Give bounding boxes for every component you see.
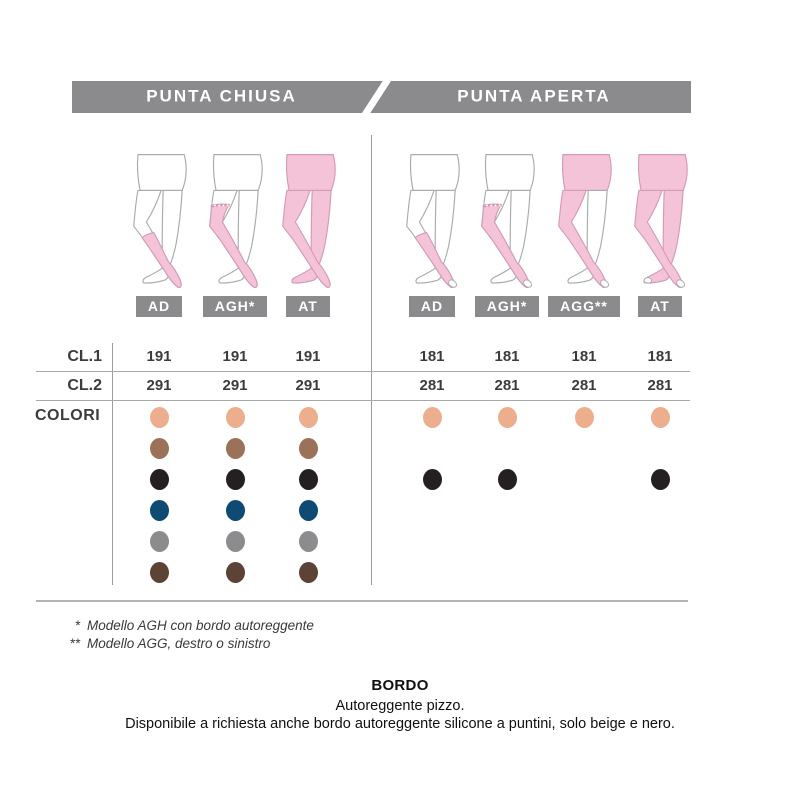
- cl2-value: 281: [419, 377, 445, 394]
- model-badge: AGH*: [195, 296, 275, 317]
- cl1-value: 191: [222, 348, 248, 365]
- model-badge-label: AT: [638, 296, 682, 317]
- color-dot-navy: [149, 499, 169, 521]
- color-dot-beige: [574, 406, 594, 428]
- color-dot-navy: [298, 499, 318, 521]
- model-badge-label: AGG**: [548, 296, 620, 317]
- color-dot-black: [497, 468, 517, 490]
- color-dot-brown: [298, 437, 318, 459]
- model-badge: AGH*: [467, 296, 547, 317]
- color-dot-black: [225, 468, 245, 490]
- footnote-agg: ** Modello AGG, destro o sinistro: [58, 635, 314, 653]
- footnote-text: Modello AGG, destro o sinistro: [87, 636, 271, 651]
- leg-illustration-agg-open: [544, 150, 624, 292]
- divider-label-column: [112, 343, 113, 585]
- cl2-value: 281: [647, 377, 673, 394]
- cl2-value: 291: [146, 377, 172, 394]
- model-badge: AD: [392, 296, 472, 317]
- color-dot-beige: [650, 406, 670, 428]
- color-dot-gray: [225, 530, 245, 552]
- leg-illustration-at-closed: [268, 150, 348, 292]
- leg-illustration-agh-open: [467, 150, 547, 292]
- color-dot-black: [650, 468, 670, 490]
- model-badge-label: AD: [135, 296, 183, 317]
- footnote-marker: *: [74, 618, 80, 633]
- leg-illustration-ad-open: [392, 150, 472, 292]
- cl2-value: 291: [295, 377, 321, 394]
- color-dot-gray: [149, 530, 169, 552]
- cl2-value: 281: [571, 377, 597, 394]
- divider-cl2-colori: [36, 400, 690, 401]
- leg-illustration-at-open: [620, 150, 700, 292]
- cl1-value: 181: [419, 348, 445, 365]
- cl2-value: 281: [494, 377, 520, 394]
- bordo-title: BORDO: [371, 677, 429, 694]
- color-dot-darkbrown: [298, 561, 318, 583]
- model-badge-label: AGH*: [474, 296, 540, 317]
- color-dot-beige: [298, 406, 318, 428]
- color-dot-beige: [149, 406, 169, 428]
- model-badge-label: AT: [286, 296, 330, 317]
- color-dot-beige: [497, 406, 517, 428]
- divider-groups: [371, 135, 372, 585]
- color-dot-darkbrown: [149, 561, 169, 583]
- table-bottom-rule: [36, 600, 688, 602]
- color-dot-beige: [225, 406, 245, 428]
- leg-illustration-ad-closed: [119, 150, 199, 292]
- footnote-marker: **: [69, 636, 80, 651]
- footnote-agh: * Modello AGH con bordo autoreggente: [58, 617, 314, 635]
- cl1-value: 191: [146, 348, 172, 365]
- color-dot-gray: [298, 530, 318, 552]
- color-dot-brown: [225, 437, 245, 459]
- punta-chiusa-header: PUNTA CHIUSA: [146, 86, 297, 106]
- bordo-line1: Autoreggente pizzo.: [335, 698, 465, 714]
- punta-aperta-header: PUNTA APERTA: [457, 86, 611, 106]
- color-dot-navy: [225, 499, 245, 521]
- cl1-value: 191: [295, 348, 321, 365]
- color-dot-black: [422, 468, 442, 490]
- color-dot-darkbrown: [225, 561, 245, 583]
- divider-cl1-cl2: [36, 371, 690, 372]
- color-dot-beige: [422, 406, 442, 428]
- leg-illustration-agh-closed: [195, 150, 275, 292]
- row-label-colori: COLORI: [35, 407, 101, 424]
- cl1-value: 181: [494, 348, 520, 365]
- row-label-cl1: CL.1: [67, 348, 102, 365]
- footnotes: * Modello AGH con bordo autoreggente ** Mo…: [58, 617, 314, 653]
- cl1-value: 181: [571, 348, 597, 365]
- color-dot-black: [149, 468, 169, 490]
- model-badge: AT: [620, 296, 700, 317]
- model-badge-label: AD: [408, 296, 456, 317]
- model-badge: AT: [268, 296, 348, 317]
- bordo-line2: Disponibile a richiesta anche bordo auto…: [125, 716, 675, 732]
- cl2-value: 291: [222, 377, 248, 394]
- color-dot-black: [298, 468, 318, 490]
- model-badge: AGG**: [544, 296, 624, 317]
- cl1-value: 181: [647, 348, 673, 365]
- row-label-cl2: CL.2: [67, 377, 102, 394]
- footnote-text: Modello AGH con bordo autoreggente: [87, 618, 314, 633]
- header-bar: PUNTA CHIUSA PUNTA APERTA: [72, 77, 691, 117]
- model-badge-label: AGH*: [202, 296, 268, 317]
- bordo-section: BORDO Autoreggente pizzo. Disponibile a …: [0, 677, 800, 733]
- model-badge: AD: [119, 296, 199, 317]
- color-dot-brown: [149, 437, 169, 459]
